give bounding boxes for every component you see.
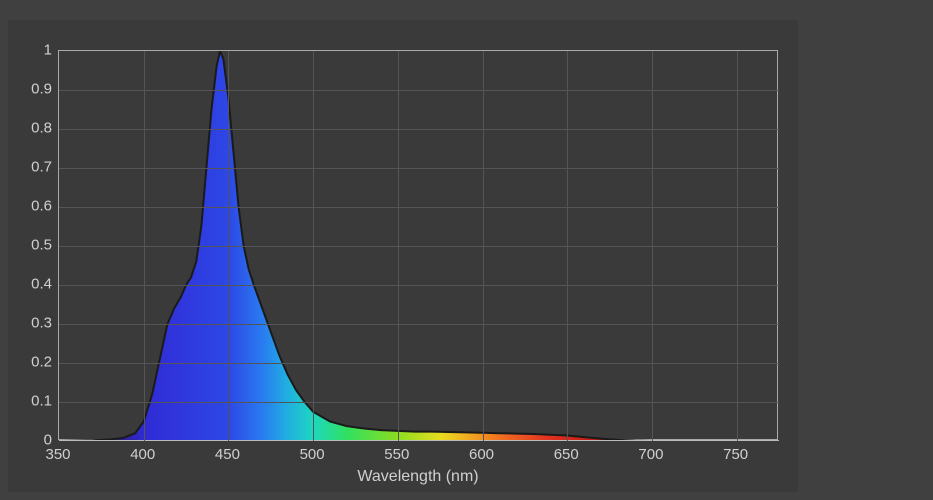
y-tick-label: 0.3 [12,315,52,332]
plot-area [58,50,778,440]
y-tick-label: 0.8 [12,120,52,137]
x-tick-label: 350 [33,446,83,463]
y-gridline [59,363,779,364]
x-axis-title: Wavelength (nm) [357,468,478,486]
y-tick-label: 1 [12,42,52,59]
y-gridline [59,324,779,325]
y-gridline [59,90,779,91]
x-tick-label: 450 [202,446,252,463]
y-gridline [59,207,779,208]
x-tick-label: 550 [372,446,422,463]
x-tick-label: 600 [457,446,507,463]
x-tick-label: 750 [711,446,761,463]
chart-panel: Wavelength (nm) 350 400 450 500 550 600 650 700… [8,20,798,492]
y-gridline [59,129,779,130]
y-tick-label: 0.6 [12,198,52,215]
y-gridline [59,285,779,286]
y-tick-label: 0.1 [12,393,52,410]
y-gridline [59,168,779,169]
y-tick-label: 0.7 [12,159,52,176]
y-tick-label: 0 [12,432,52,449]
y-tick-label: 0.2 [12,354,52,371]
x-tick-label: 400 [118,446,168,463]
y-tick-label: 0.9 [12,81,52,98]
y-gridline [59,246,779,247]
y-gridline [59,402,779,403]
x-tick-label: 500 [287,446,337,463]
y-tick-label: 0.4 [12,276,52,293]
x-tick-label: 700 [626,446,676,463]
x-tick-label: 650 [541,446,591,463]
y-tick-label: 0.5 [12,237,52,254]
